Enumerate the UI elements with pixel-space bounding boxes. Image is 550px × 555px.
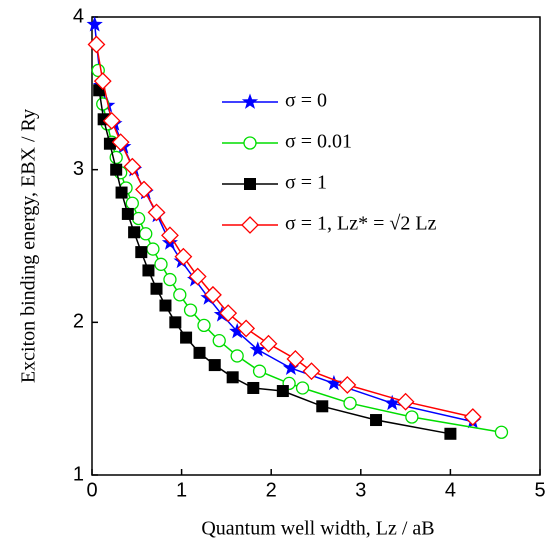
legend-label: σ = 1: [285, 172, 327, 194]
marker: [259, 334, 278, 353]
marker: [247, 381, 260, 394]
marker: [147, 203, 166, 222]
legend-label: σ = 1, Lz* = √2 Lz: [285, 213, 437, 235]
y-tick-label: 1: [73, 463, 84, 485]
marker: [115, 186, 128, 199]
marker: [110, 163, 123, 176]
marker: [163, 272, 177, 287]
x-tick-label: 1: [176, 479, 187, 501]
x-axis-label: Quantum well width, Lz / aB: [201, 518, 434, 540]
marker: [135, 246, 148, 259]
y-tick-label: 2: [73, 311, 84, 333]
legend-label: σ = 0.01: [285, 131, 352, 153]
x-tick-label: 2: [266, 479, 277, 501]
legend-marker: [244, 178, 256, 190]
marker: [111, 133, 130, 152]
legend-marker: [243, 136, 257, 150]
marker: [121, 207, 134, 220]
marker: [204, 285, 222, 304]
marker: [237, 319, 256, 338]
legend-marker: [241, 93, 259, 109]
marker: [325, 374, 342, 391]
marker: [370, 414, 383, 427]
marker: [159, 299, 172, 312]
series-line: [98, 90, 451, 435]
marker: [405, 410, 419, 424]
marker: [276, 385, 289, 398]
marker: [128, 226, 141, 239]
marker: [173, 288, 187, 302]
marker: [316, 400, 329, 413]
marker: [463, 408, 482, 426]
marker: [249, 341, 266, 357]
marker: [252, 364, 267, 378]
marker: [230, 349, 244, 363]
marker: [150, 282, 163, 295]
marker: [295, 381, 310, 395]
marker: [102, 111, 121, 130]
y-axis-label: Exciton binding energy, EBX / Ry: [18, 109, 40, 383]
marker: [135, 180, 153, 199]
marker: [146, 242, 160, 256]
marker: [343, 396, 357, 410]
marker: [123, 157, 142, 176]
legend-marker: [241, 216, 259, 234]
y-tick-label: 4: [73, 5, 84, 27]
x-tick-label: 0: [86, 479, 97, 501]
marker: [169, 316, 182, 329]
x-tick-label: 3: [355, 479, 366, 501]
marker: [219, 304, 238, 323]
marker: [87, 35, 106, 54]
marker: [86, 16, 103, 32]
y-tick-label: 3: [73, 158, 84, 180]
x-tick-label: 5: [534, 479, 545, 501]
plot-frame: [91, 16, 541, 476]
marker: [226, 371, 239, 384]
marker: [103, 137, 116, 150]
marker: [302, 362, 321, 381]
marker: [286, 350, 305, 368]
marker: [125, 196, 139, 210]
marker: [180, 331, 193, 344]
marker: [384, 394, 401, 411]
marker: [93, 72, 112, 91]
x-tick-label: 4: [445, 479, 456, 501]
marker: [183, 303, 198, 317]
marker: [188, 267, 207, 286]
marker: [338, 376, 357, 394]
marker: [444, 427, 457, 440]
marker: [212, 334, 226, 348]
marker: [282, 359, 299, 375]
marker: [174, 247, 193, 266]
marker: [193, 346, 206, 359]
marker: [229, 323, 246, 339]
marker: [197, 318, 211, 333]
marker: [396, 392, 415, 411]
marker: [161, 226, 179, 245]
marker: [208, 359, 221, 372]
marker: [131, 211, 146, 226]
marker: [154, 257, 168, 271]
legend-label: σ = 0: [285, 90, 327, 112]
marker: [494, 425, 509, 439]
marker: [142, 264, 155, 277]
marker: [139, 227, 153, 241]
